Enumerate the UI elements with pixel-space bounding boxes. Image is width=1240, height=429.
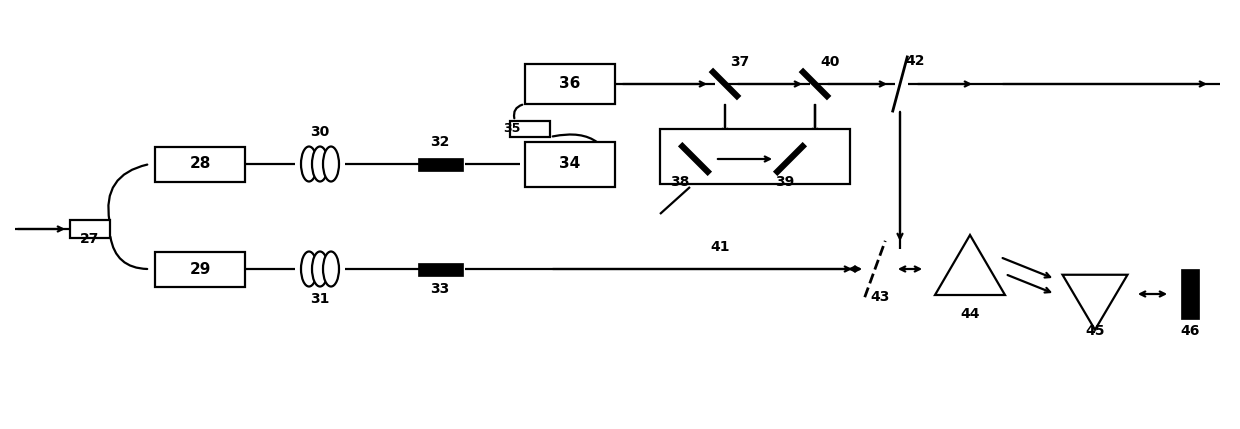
Bar xyxy=(155,251,246,287)
Text: 37: 37 xyxy=(730,55,750,69)
Ellipse shape xyxy=(322,146,339,181)
Text: 29: 29 xyxy=(190,262,211,277)
Text: 42: 42 xyxy=(905,54,925,68)
Bar xyxy=(418,263,463,275)
Text: 35: 35 xyxy=(503,123,521,136)
Text: 39: 39 xyxy=(775,175,795,189)
Bar xyxy=(525,64,615,104)
Text: 30: 30 xyxy=(310,125,330,139)
Text: 43: 43 xyxy=(870,290,889,304)
Ellipse shape xyxy=(301,251,317,287)
Polygon shape xyxy=(935,235,1004,295)
Bar xyxy=(1180,269,1199,319)
Bar xyxy=(155,146,246,181)
Bar xyxy=(418,157,463,170)
Ellipse shape xyxy=(301,146,317,181)
Bar xyxy=(510,121,551,137)
Ellipse shape xyxy=(322,251,339,287)
Text: 28: 28 xyxy=(190,157,211,172)
Text: 33: 33 xyxy=(430,282,450,296)
Text: 27: 27 xyxy=(81,232,99,246)
Text: 34: 34 xyxy=(559,157,580,172)
Polygon shape xyxy=(1063,275,1127,330)
Text: 45: 45 xyxy=(1085,324,1105,338)
Text: 31: 31 xyxy=(310,292,330,306)
Text: 36: 36 xyxy=(559,76,580,91)
Text: 32: 32 xyxy=(430,135,450,149)
Bar xyxy=(525,142,615,187)
Text: 41: 41 xyxy=(711,240,730,254)
Text: 38: 38 xyxy=(671,175,689,189)
Ellipse shape xyxy=(312,251,329,287)
Bar xyxy=(660,129,849,184)
Text: 44: 44 xyxy=(960,307,980,321)
Text: 46: 46 xyxy=(1180,324,1199,338)
Text: 40: 40 xyxy=(821,55,839,69)
Ellipse shape xyxy=(312,146,329,181)
Bar xyxy=(69,220,110,238)
